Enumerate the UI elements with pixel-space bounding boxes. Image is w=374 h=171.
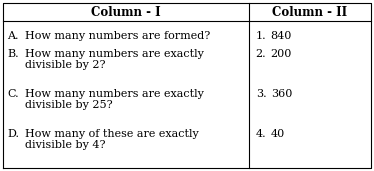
Text: Column - I: Column - I <box>91 5 161 18</box>
Text: A.: A. <box>7 31 18 41</box>
Text: 40: 40 <box>271 129 285 139</box>
Text: Column - II: Column - II <box>272 5 347 18</box>
Text: How many of these are exactly: How many of these are exactly <box>25 129 199 139</box>
Text: How many numbers are formed?: How many numbers are formed? <box>25 31 210 41</box>
Text: D.: D. <box>7 129 19 139</box>
Text: divisible by 2?: divisible by 2? <box>25 60 105 69</box>
Text: How many numbers are exactly: How many numbers are exactly <box>25 49 204 59</box>
Text: 2.: 2. <box>256 49 266 59</box>
Text: B.: B. <box>7 49 19 59</box>
Text: 4.: 4. <box>256 129 266 139</box>
Text: 200: 200 <box>271 49 292 59</box>
Text: 360: 360 <box>271 89 292 99</box>
Text: divisible by 4?: divisible by 4? <box>25 140 105 149</box>
Text: divisible by 25?: divisible by 25? <box>25 100 113 109</box>
Text: 1.: 1. <box>256 31 266 41</box>
Text: 3.: 3. <box>256 89 266 99</box>
Text: 840: 840 <box>271 31 292 41</box>
Text: How many numbers are exactly: How many numbers are exactly <box>25 89 204 99</box>
Text: C.: C. <box>7 89 19 99</box>
